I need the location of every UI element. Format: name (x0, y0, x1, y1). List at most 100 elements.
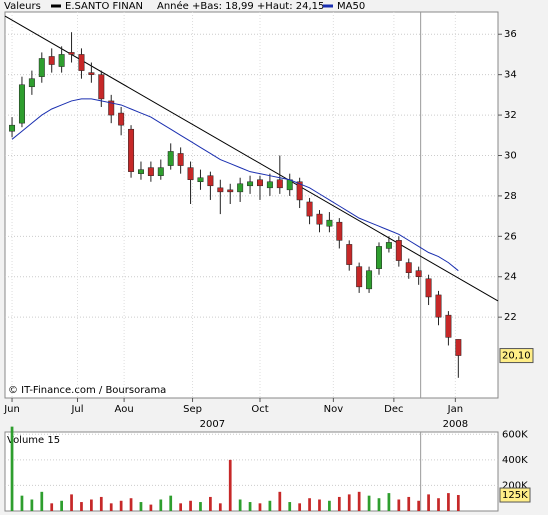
candle-body (207, 175, 214, 187)
last-volume-box (499, 487, 531, 503)
volume-bar (407, 496, 411, 511)
trendline (4, 15, 499, 302)
volume-bar (209, 496, 212, 511)
volume-bar (456, 495, 460, 511)
candle-body (48, 56, 55, 65)
candle-body (425, 278, 432, 298)
candle-body (257, 179, 263, 187)
year-label: 2007 (200, 419, 225, 430)
candle-body (316, 213, 323, 225)
volume-bar (169, 495, 173, 511)
volume-bar (119, 500, 123, 511)
volume-bar (347, 494, 351, 511)
volume-bar (377, 498, 381, 511)
x-tick-label: Oct (251, 404, 268, 415)
y-tick-label: 34 (504, 70, 517, 81)
y-tick-label: 30 (504, 150, 517, 161)
candle-body (157, 167, 164, 176)
x-tick-label: Jan (447, 404, 463, 415)
candle-body (346, 244, 353, 265)
y-tick-label: 32 (504, 110, 517, 121)
candle-body (336, 221, 343, 241)
volume-bar (159, 499, 163, 511)
y-tick-label: 400K (502, 455, 528, 466)
last-price-box (499, 348, 534, 364)
candle-body (455, 339, 462, 356)
volume-title: Volume 15 (7, 435, 60, 446)
volume-bar (258, 503, 262, 511)
candle-body (68, 52, 75, 55)
volume-bar (40, 491, 44, 511)
volume-bar (60, 500, 63, 511)
volume-bar (10, 426, 14, 511)
candle-body (445, 314, 452, 338)
candle-body (137, 169, 144, 174)
volume-bar (189, 500, 192, 511)
volume-bar (218, 503, 222, 511)
candle-body (395, 240, 402, 261)
candle-body (326, 219, 333, 227)
candle-body (296, 181, 303, 201)
volume-bar (318, 499, 321, 511)
volume-bar (90, 499, 93, 511)
year-label: 2008 (443, 419, 468, 430)
candle-body (147, 167, 154, 176)
candle-body (197, 177, 204, 183)
volume-bar (278, 491, 282, 511)
candle-body (276, 179, 283, 189)
ma-line (11, 98, 459, 272)
x-tick-label: Sep (183, 404, 202, 415)
candle-body (415, 270, 422, 277)
volume-bar (20, 495, 24, 511)
volume-bar (129, 498, 133, 511)
candle-body (18, 84, 25, 124)
candle-body (9, 124, 16, 132)
last-price-label: 20,10 (502, 351, 531, 362)
volume-bar (328, 500, 331, 511)
y-tick-label: 26 (504, 231, 517, 242)
volume-bar (337, 496, 341, 511)
candle-body (38, 58, 45, 77)
volume-bar (139, 502, 143, 511)
candle-body (435, 294, 442, 318)
candle-body (98, 74, 105, 100)
volume-bar (248, 502, 252, 511)
candle-body (227, 189, 234, 193)
volume-bar (80, 502, 83, 511)
candle-body (118, 112, 125, 126)
candle-body (78, 54, 85, 71)
x-tick-label: Nov (324, 404, 344, 415)
credit: © IT-Finance.com / Boursorama (8, 385, 166, 396)
candle-body (247, 181, 254, 187)
legend-label: E.SANTO FINAN (65, 1, 143, 12)
legend-label: MA50 (337, 1, 365, 12)
x-tick-label: Jun (3, 404, 20, 415)
volume-bar (367, 495, 371, 511)
volume-bar (238, 499, 242, 511)
volume-bar (30, 499, 34, 511)
volume-bar (179, 503, 183, 511)
candle-body (385, 242, 392, 249)
candle-body (108, 100, 115, 116)
y-tick-label: 36 (504, 29, 517, 40)
volume-bar (308, 498, 311, 511)
candle-body (405, 262, 412, 273)
volume-panel (4, 431, 499, 512)
x-tick-label: Dec (384, 404, 403, 415)
range-text: Année +Bas: 18,99 +Haut: 24,15 (157, 0, 324, 12)
y-tick-label: 24 (504, 272, 517, 283)
y-tick-label: 600K (502, 429, 528, 440)
volume-bar (397, 499, 401, 511)
volume-bar (109, 503, 113, 511)
price-panel (4, 11, 499, 399)
volume-bar (427, 494, 430, 511)
candle-body (306, 201, 313, 217)
x-tick-label: Aou (115, 404, 134, 415)
volume-bar (99, 496, 103, 511)
volume-bar (228, 459, 232, 511)
volume-bar (298, 503, 302, 511)
y-tick-label: 200K (502, 480, 528, 491)
volume-bar (288, 502, 292, 511)
candle-body (58, 54, 65, 67)
